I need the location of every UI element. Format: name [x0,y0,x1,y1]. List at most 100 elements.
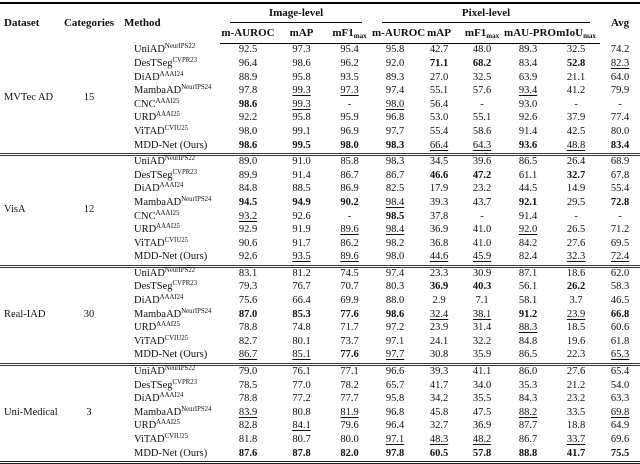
second-best-value: 48.3 [429,434,449,446]
metric-value: 74.8 [292,322,311,334]
table-row: Uni-Medical 3 UniADNeurIPS22 79.0 76.1 77.1 96… [0,362,640,463]
metric-value: 14.9 [566,183,586,195]
metric-value: 66.4 [418,139,460,154]
best-value: 87.8 [292,447,311,459]
metric-subscript: max [353,31,367,40]
metric-value: 98.0 [385,251,405,263]
metric-value: 23.9 [429,322,449,334]
venue-superscript: CVIU25 [164,334,189,342]
metric-value: 93.5 [276,251,327,266]
metric-value: 92.6 [518,112,538,124]
second-best-value: 97.7 [385,349,405,361]
method-name: CNCAAAI25 [120,98,220,112]
metric-value: 82.0 [327,447,372,462]
metric-value: 79.0 [220,362,276,380]
method-name: DiADAAAI24 [120,392,220,407]
categories-count: 3 [58,362,120,463]
metric-value: 48.8 [552,139,600,154]
metric-value: 83.4 [600,139,640,154]
venue-superscript: AAAI25 [155,209,180,217]
best-value: 98.0 [340,139,359,151]
metric-value: 92.1 [504,197,552,211]
method-name: URDAAAI25 [120,223,220,238]
method-name: MDD-Net (Ours) [120,251,220,266]
metric-value: 69.9 [340,295,359,307]
metric-value: 91.4 [518,125,538,137]
metric-value: 92.0 [504,224,552,238]
metric-value: 80.3 [385,281,405,293]
best-value: 87.6 [238,447,258,459]
metric-value: 89.3 [518,44,538,56]
metric-value: 89.6 [327,224,372,238]
method-name: MambaADNeurIPS24 [120,84,220,99]
metric-value: 96.8 [385,406,405,418]
metric-value: 87.8 [276,447,327,462]
table-row: MambaADNeurIPS24 97.8 99.3 97.3 97.4 55.1 57.6… [0,84,640,99]
table-row: ViTADCVIU25 90.6 91.7 86.2 98.2 36.8 41.0 84.2 2… [0,237,640,251]
metric-value: 96.4 [385,420,405,432]
metric-value: 98.4 [372,197,418,211]
second-best-value: 98.0 [385,98,405,110]
metric-value: 67.8 [610,169,630,181]
second-best-value: 98.4 [385,224,405,236]
metric-value: 91.2 [504,308,552,322]
metric-value: 94.9 [276,197,327,211]
metric-value: 36.9 [418,281,460,295]
metric-value: 93.5 [340,71,359,83]
metric-value: 35.3 [518,379,538,391]
venue-superscript: NeurIPS24 [181,84,212,92]
metric-value: 68.2 [460,58,504,72]
best-value: 90.2 [340,196,359,208]
metric-value: 98.0 [372,98,418,112]
metric-value: 70.7 [340,281,359,293]
metric-value: 31.4 [472,322,492,334]
categories-count: 15 [83,91,95,103]
metric-value: 81.8 [238,434,258,446]
method-label: DesTSeg [134,281,173,293]
best-value: 66.8 [610,308,630,320]
metric-value: 97.1 [385,335,405,347]
metric-value: 84.3 [518,393,538,405]
metric-value: 93.6 [504,139,552,154]
metric-value: 86.7 [220,349,276,364]
venue-superscript: CVIU25 [164,236,189,244]
metric-value: 32.5 [566,44,586,56]
subheader-img-map: mAP [276,24,327,44]
second-best-value: 33.7 [566,434,586,446]
metric-value: 19.6 [566,335,586,347]
subheader-px-mf1max: mF1max [460,24,505,44]
metric-value: 41.7 [552,447,600,462]
method-label: DiAD [134,71,160,83]
venue-superscript: CVIU25 [164,433,189,441]
metric-value: 75.6 [238,295,258,307]
venue-superscript: CVPR23 [172,378,198,386]
method-name: UniADNeurIPS22 [120,264,220,282]
second-best-value: 83.9 [238,406,258,418]
metric-value: 89.0 [220,152,276,170]
metric-value: 85.3 [276,308,327,322]
best-value: 26.2 [566,281,586,293]
second-best-value: 89.6 [340,251,359,263]
table-row: URDAAAI25 92.9 91.9 89.6 98.4 36.9 41.0 92.0 26.… [0,223,640,238]
metric-value: 46.6 [418,169,460,183]
metric-value: 18.6 [552,264,601,282]
table-row: VisA 12 UniADNeurIPS22 89.0 91.0 85.8 98.3 34.5… [0,152,640,266]
metric-value: 41.7 [429,379,449,391]
table-row: MambaADNeurIPS24 94.5 94.9 90.2 98.4 39.3 43.7… [0,196,640,211]
second-best-value: 89.6 [340,224,359,236]
best-value: 83.4 [610,139,630,151]
metric-label: mAU-PRO [504,26,556,39]
second-best-value: 99.3 [292,85,311,97]
metric-label: mF1 [464,26,487,39]
metric-value: - [618,98,622,110]
metric-value: 41.0 [472,224,492,236]
metric-value: - [347,98,352,110]
table-row: MVTec AD 15 UniADNeurIPS22 92.5 97.3 95.4 95.8… [0,43,640,102]
metric-value: 37.9 [566,112,586,124]
metric-value: 98.0 [327,139,372,154]
metric-value: 86.5 [518,349,538,361]
second-best-value: 88.3 [518,322,538,334]
metric-value: 97.1 [372,434,418,448]
metric-value: 98.4 [372,224,418,238]
second-best-value: 45.9 [472,251,492,263]
